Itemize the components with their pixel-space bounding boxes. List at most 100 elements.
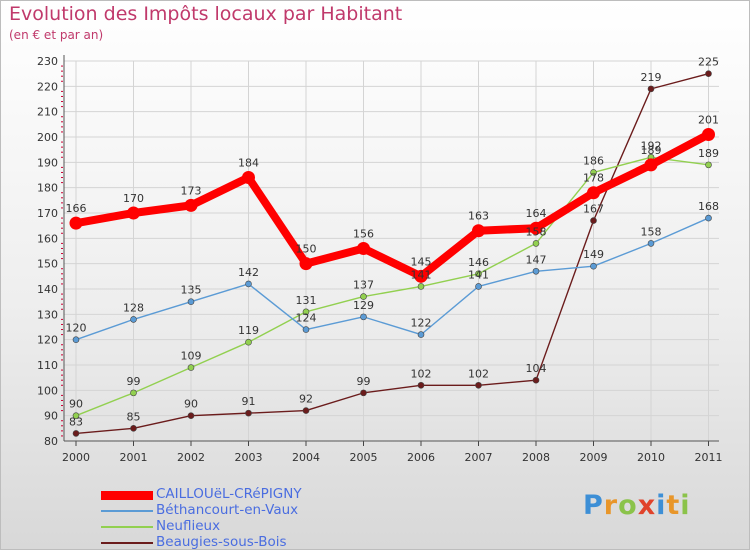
data-point xyxy=(705,161,712,169)
data-point xyxy=(302,326,310,333)
data-label: 145 xyxy=(411,255,432,268)
y-tick-label: 190 xyxy=(37,156,58,169)
proxiti-logo: Proxiti xyxy=(583,490,691,521)
logo-letter: t xyxy=(666,490,681,521)
data-label: 189 xyxy=(641,144,662,157)
x-tick-label: 2006 xyxy=(407,451,435,464)
x-tick-label: 2001 xyxy=(120,451,148,464)
data-point xyxy=(532,267,540,275)
series-line-2 xyxy=(75,156,710,417)
data-point xyxy=(245,338,252,346)
x-tick-label: 2007 xyxy=(465,451,493,464)
y-tick-label: 220 xyxy=(37,80,58,93)
x-tick-label: 2000 xyxy=(62,451,90,464)
data-label: 219 xyxy=(641,71,662,84)
y-tick-label: 110 xyxy=(37,359,58,372)
y-tick-label: 90 xyxy=(44,410,58,423)
legend-swatch xyxy=(101,490,153,500)
y-tick-label: 150 xyxy=(37,258,58,271)
data-label: 173 xyxy=(181,184,202,197)
x-tick-label: 2009 xyxy=(580,451,608,464)
data-point xyxy=(130,389,137,397)
legend-swatch xyxy=(101,526,153,528)
logo-letter: P xyxy=(583,490,604,521)
data-point xyxy=(360,389,367,397)
data-label: 99 xyxy=(127,375,141,388)
chart-title: Evolution des Impôts locaux par Habitant xyxy=(9,3,403,25)
data-label: 166 xyxy=(66,202,87,215)
data-label: 128 xyxy=(123,301,144,314)
data-point xyxy=(242,171,255,185)
y-tick-label: 200 xyxy=(37,131,58,144)
data-point xyxy=(647,240,655,247)
data-point xyxy=(72,336,80,343)
y-tick-label: 230 xyxy=(37,55,58,68)
data-label: 102 xyxy=(468,367,489,380)
y-tick-label: 130 xyxy=(37,308,58,321)
data-label: 170 xyxy=(123,192,144,205)
data-point xyxy=(417,331,425,338)
series-line-3 xyxy=(75,72,710,435)
legend-swatch xyxy=(101,510,153,512)
data-point xyxy=(702,127,715,141)
data-point xyxy=(532,240,540,247)
data-point xyxy=(417,283,425,290)
data-point xyxy=(590,262,597,270)
data-label: 83 xyxy=(69,415,83,428)
data-label: 99 xyxy=(357,375,371,388)
x-tick-label: 2004 xyxy=(292,451,320,464)
data-point xyxy=(72,430,80,437)
legend-swatch xyxy=(101,542,153,544)
data-label: 225 xyxy=(698,56,719,69)
data-label: 192 xyxy=(641,139,662,152)
data-point xyxy=(245,409,252,417)
data-label: 141 xyxy=(411,268,432,281)
data-point xyxy=(187,412,195,419)
data-point xyxy=(472,224,485,238)
data-label: 189 xyxy=(698,147,719,160)
data-label: 167 xyxy=(583,203,604,216)
data-point xyxy=(590,217,597,224)
data-label: 109 xyxy=(181,350,202,363)
data-label: 158 xyxy=(526,225,547,238)
data-label: 163 xyxy=(468,210,489,223)
data-point xyxy=(590,169,597,176)
data-label: 156 xyxy=(353,227,374,240)
data-point xyxy=(69,216,83,230)
data-point xyxy=(705,214,712,222)
data-point xyxy=(587,186,600,200)
x-tick-label: 2005 xyxy=(350,451,378,464)
data-point xyxy=(417,381,425,389)
data-point xyxy=(299,257,313,271)
legend-label: Neuflieux xyxy=(156,518,221,534)
data-label: 168 xyxy=(698,200,719,213)
x-tick-label: 2010 xyxy=(637,451,665,464)
data-label: 150 xyxy=(296,243,317,256)
data-label: 141 xyxy=(468,268,489,281)
x-tick-label: 2002 xyxy=(177,451,205,464)
data-point xyxy=(705,70,712,77)
data-point xyxy=(127,206,140,220)
y-tick-label: 160 xyxy=(37,232,58,245)
data-label: 135 xyxy=(181,284,202,297)
logo-letter: i xyxy=(656,490,667,521)
data-label: 131 xyxy=(296,294,317,307)
y-tick-label: 140 xyxy=(37,283,58,296)
series-line-1 xyxy=(75,217,710,341)
data-point xyxy=(187,364,195,371)
data-label: 102 xyxy=(411,367,432,380)
logo-letter: r xyxy=(603,490,619,521)
data-label: 85 xyxy=(127,410,141,423)
data-label: 104 xyxy=(526,362,547,375)
y-tick-label: 180 xyxy=(37,182,58,195)
data-point xyxy=(475,283,482,290)
logo-letter: x xyxy=(637,490,657,521)
data-point xyxy=(529,221,543,235)
data-point xyxy=(475,270,482,278)
y-tick-label: 80 xyxy=(44,435,58,448)
data-point xyxy=(360,293,367,300)
data-label: 122 xyxy=(411,317,432,330)
data-label: 178 xyxy=(583,172,604,185)
